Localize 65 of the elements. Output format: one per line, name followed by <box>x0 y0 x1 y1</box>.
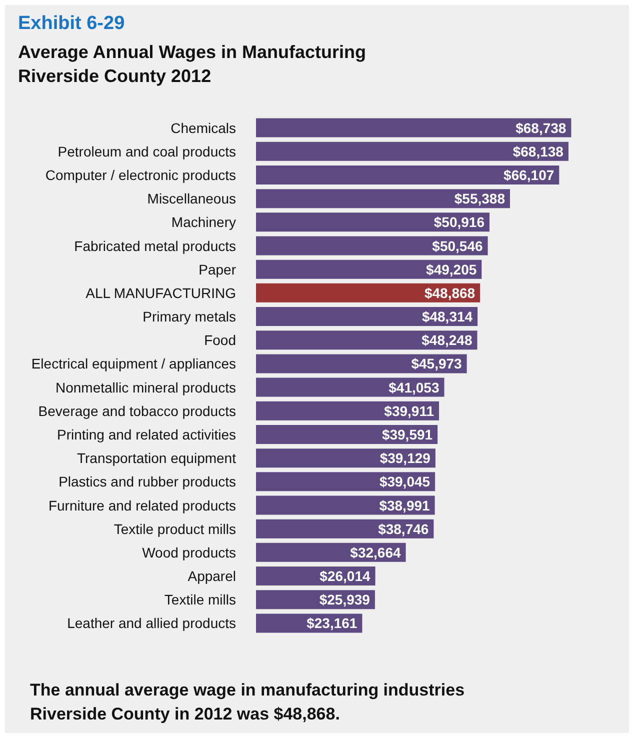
data-label: $50,546 <box>432 238 483 254</box>
data-label: $39,911 <box>384 402 434 419</box>
data-label: $45,973 <box>411 356 462 372</box>
data-label: $68,138 <box>512 143 564 160</box>
bar <box>256 401 440 420</box>
bar <box>256 165 560 184</box>
chart-title: Average Annual Wages in Manufacturing Riverside County 2012 <box>18 42 366 86</box>
bar <box>256 307 478 326</box>
y-tick-label: Computer / electronic products <box>45 166 236 183</box>
y-tick-label: Chemicals <box>170 120 236 136</box>
y-tick-label: Leather and allied products <box>67 615 236 632</box>
y-tick-label: Transportation equipment <box>76 450 236 466</box>
y-tick-label: Wood products <box>142 544 236 560</box>
bar <box>256 283 480 302</box>
bar <box>256 472 436 492</box>
data-label: $55,388 <box>454 190 506 207</box>
y-tick-label: Furniture and related products <box>48 497 236 514</box>
y-tick-label: Paper <box>198 261 236 278</box>
bar <box>256 260 482 279</box>
y-tick-label: Beverage and tobacco products <box>38 402 236 419</box>
y-tick-label: Food <box>204 332 236 348</box>
bar <box>256 354 467 374</box>
bar <box>256 424 438 444</box>
bar <box>256 496 435 515</box>
data-label: $41,053 <box>388 379 440 396</box>
data-label: $68,738 <box>516 120 566 136</box>
data-label: $38,746 <box>378 520 429 537</box>
y-tick-label: Electrical equipment / appliances <box>31 356 236 372</box>
y-tick-label: ALL MANUFACTURING <box>86 284 236 301</box>
bar <box>256 118 572 138</box>
data-label: $32,664 <box>350 544 401 560</box>
data-label: $49,205 <box>426 261 477 278</box>
y-tick-label: Plastics and rubber products <box>58 474 236 490</box>
bar <box>256 378 444 397</box>
bar <box>256 330 478 350</box>
data-label: $23,161 <box>306 615 358 632</box>
y-tick-label: Nonmetallic mineral products <box>55 379 236 396</box>
y-tick-label: Miscellaneous <box>147 190 236 207</box>
bar <box>256 519 434 538</box>
y-tick-label: Primary metals <box>142 308 236 325</box>
data-label: $50,916 <box>434 214 485 230</box>
data-label: $39,591 <box>382 426 433 442</box>
text: The annual average wage in manufacturing industries Riverside County in 2012 was $48,868. <box>30 680 465 724</box>
bar <box>256 142 568 161</box>
data-label: $39,129 <box>380 450 431 466</box>
bar <box>256 189 510 208</box>
data-label: $48,248 <box>422 332 472 348</box>
data-label: $25,939 <box>319 592 370 608</box>
bar <box>256 448 436 468</box>
data-label: $66,107 <box>504 166 554 183</box>
text: Exhibit 6-29 <box>18 13 125 34</box>
data-label: $48,314 <box>422 308 473 325</box>
y-tick-label: Machinery <box>171 214 236 230</box>
y-tick-label: Petroleum and coal products <box>58 143 236 160</box>
bar <box>256 236 488 256</box>
bar <box>256 212 490 232</box>
y-tick-label: Apparel <box>188 568 236 584</box>
y-tick-label: Textile product mills <box>114 520 236 537</box>
data-label: $26,014 <box>320 568 371 584</box>
data-label: $38,991 <box>379 497 430 514</box>
y-tick-label: Fabricated metal products <box>74 238 236 254</box>
y-tick-label: Printing and related activities <box>57 426 236 442</box>
y-tick-label: Textile mills <box>164 592 236 608</box>
data-label: $39,045 <box>379 474 430 490</box>
data-label: $48,868 <box>424 284 476 301</box>
